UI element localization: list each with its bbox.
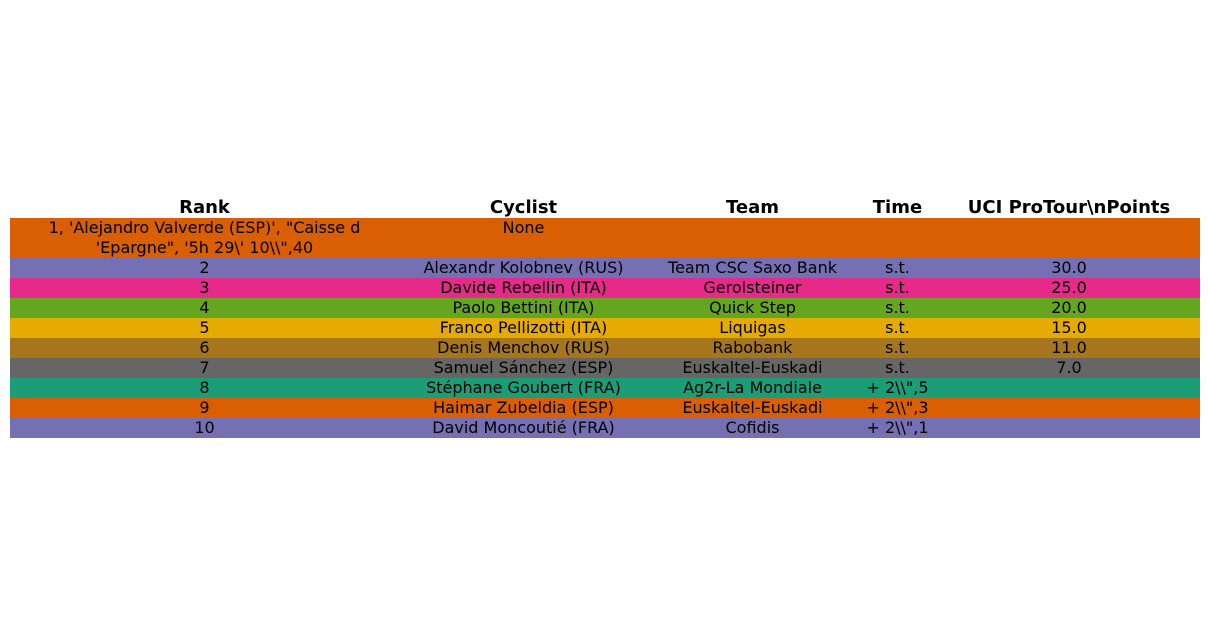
cell-rank: 8: [199, 378, 210, 397]
cell-points: 20.0: [1051, 298, 1087, 317]
cell-points: [938, 378, 1200, 398]
cell-points: 30.0: [1051, 258, 1087, 277]
table-row: 4 Paolo Bettini (ITA) Quick Step s.t. 20.0: [10, 298, 1200, 318]
column-header-points: UCI ProTour\nPoints: [967, 197, 1171, 218]
cell-time: s.t.: [885, 298, 910, 317]
table-row: 5 Franco Pellizotti (ITA) Liquigas s.t. 15.0: [10, 318, 1200, 338]
cell-rank: 6: [199, 338, 210, 357]
cell-cyclist: Haimar Zubeldia (ESP): [433, 398, 614, 417]
cell-rank: 4: [199, 298, 210, 317]
cell-time: s.t.: [885, 358, 910, 377]
cell-points: 25.0: [1051, 278, 1087, 297]
cell-rank: 9: [199, 398, 210, 417]
cell-team: Ag2r-La Mondiale: [683, 378, 822, 397]
cell-cyclist: Franco Pellizotti (ITA): [439, 318, 608, 337]
cell-time: s.t.: [885, 278, 910, 297]
cell-cyclist: David Moncoutié (FRA): [432, 418, 615, 437]
cell-time: s.t.: [885, 258, 910, 277]
table-row: 10 David Moncoutié (FRA) Cofidis + 2\\",1: [10, 418, 1200, 438]
cell-cyclist: Denis Menchov (RUS): [437, 338, 610, 357]
table-header: Rank Cyclist Team Time UCI ProTour\nPoin…: [10, 197, 1200, 218]
cell-points: 7.0: [1056, 358, 1082, 377]
cell-team: Team CSC Saxo Bank: [668, 258, 837, 277]
cell-rank: 1, 'Alejandro Valverde (ESP)', "Caisse d…: [48, 218, 361, 257]
cell-rank: 3: [199, 278, 210, 297]
cell-points: 11.0: [1051, 338, 1087, 357]
results-table: Rank Cyclist Team Time UCI ProTour\nPoin…: [10, 197, 1200, 438]
cell-points: [938, 418, 1200, 438]
cell-time: s.t.: [885, 318, 910, 337]
cell-time: + 2\\",3: [866, 398, 929, 417]
cell-rank: 2: [199, 258, 210, 277]
table-row: 2 Alexandr Kolobnev (RUS) Team CSC Saxo Ba…: [10, 258, 1200, 278]
cell-points: [938, 218, 1200, 258]
column-header-team: Team: [726, 197, 779, 218]
table-row: 1, 'Alejandro Valverde (ESP)', "Caisse d…: [10, 218, 1200, 258]
cell-team: Liquigas: [719, 318, 786, 337]
cell-rank: 10: [194, 418, 215, 437]
table-row: 6 Denis Menchov (RUS) Rabobank s.t. 11.0: [10, 338, 1200, 358]
table-body: 1, 'Alejandro Valverde (ESP)', "Caisse d…: [10, 218, 1200, 438]
cell-cyclist: Alexandr Kolobnev (RUS): [423, 258, 624, 277]
table-row: 8 Stéphane Goubert (FRA) Ag2r-La Mondiale +…: [10, 378, 1200, 398]
table-row: 7 Samuel Sánchez (ESP) Euskaltel-Euskadi s.…: [10, 358, 1200, 378]
cell-cyclist: Paolo Bettini (ITA): [452, 298, 595, 317]
table-row: 9 Haimar Zubeldia (ESP) Euskaltel-Euskadi +…: [10, 398, 1200, 418]
cell-time: s.t.: [885, 338, 910, 357]
cell-points: [938, 398, 1200, 418]
cell-team: [648, 218, 857, 258]
table-row: 3 Davide Rebellin (ITA) Gerolsteiner s.t. 25…: [10, 278, 1200, 298]
cell-points: 15.0: [1051, 318, 1087, 337]
cell-cyclist: Samuel Sánchez (ESP): [433, 358, 614, 377]
cell-time: + 2\\",1: [866, 418, 929, 437]
cell-cyclist: Stéphane Goubert (FRA): [426, 378, 621, 397]
cell-time: [857, 218, 938, 258]
cell-team: Gerolsteiner: [703, 278, 802, 297]
cell-team: Euskaltel-Euskadi: [682, 358, 823, 377]
cell-time: + 2\\",5: [866, 378, 929, 397]
cell-cyclist: None: [502, 218, 545, 237]
column-header-cyclist: Cyclist: [489, 197, 558, 218]
cell-rank: 5: [199, 318, 210, 337]
cell-team: Rabobank: [712, 338, 793, 357]
column-header-rank: Rank: [179, 197, 230, 218]
cell-cyclist: Davide Rebellin (ITA): [440, 278, 607, 297]
cell-rank: 7: [199, 358, 210, 377]
cell-team: Cofidis: [725, 418, 780, 437]
cell-team: Quick Step: [709, 298, 796, 317]
column-header-time: Time: [872, 197, 923, 218]
cell-team: Euskaltel-Euskadi: [682, 398, 823, 417]
